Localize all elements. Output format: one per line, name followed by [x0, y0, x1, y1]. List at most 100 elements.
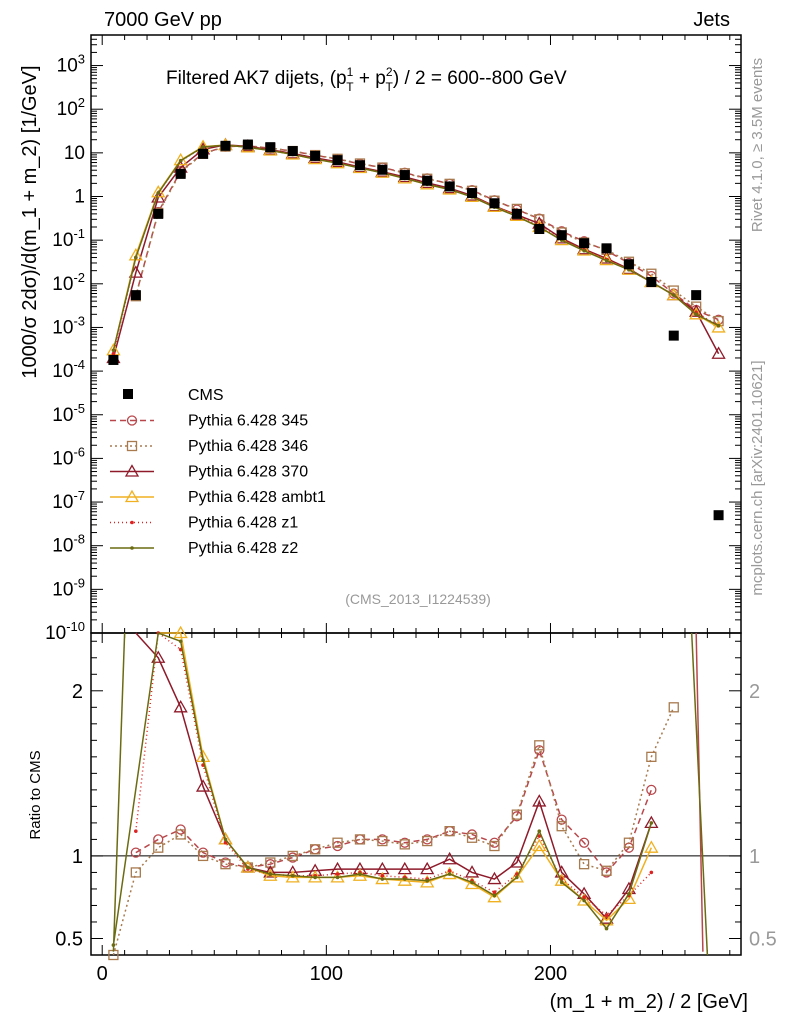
legend: CMS Pythia 6.428 345 Pythia 6.428 346 Pythi… [110, 387, 326, 557]
cms-point [646, 276, 657, 287]
y-tick-label: 10-1 [52, 226, 85, 251]
legend-label: Pythia 6.428 ambt1 [188, 489, 326, 506]
ratio-marker [175, 829, 186, 840]
ratio-marker [601, 865, 612, 876]
series-marker [582, 249, 586, 253]
series-marker [134, 255, 138, 260]
ratio-marker [646, 784, 657, 796]
cms-point [153, 208, 164, 219]
ratio-marker [537, 834, 542, 838]
ratio-line [135, 631, 652, 917]
watermark: (CMS_2013_I1224539) [345, 591, 491, 607]
series-marker [671, 293, 676, 297]
ratio-marker [578, 859, 590, 870]
legend-item-1: Pythia 6.428 346 [110, 438, 308, 455]
ratio-tick-label: 0.5 [55, 928, 83, 950]
cms-point [511, 208, 522, 219]
series-marker [178, 158, 183, 163]
series-marker [151, 184, 166, 198]
series-line [112, 144, 719, 354]
legend-label: Pythia 6.428 345 [188, 413, 308, 430]
ratio-marker [380, 877, 385, 881]
legend-marker [126, 415, 138, 426]
ratio-marker [130, 847, 141, 858]
cms-point [444, 181, 455, 192]
ratio-marker [290, 873, 295, 878]
ratio-marker [532, 838, 547, 852]
axes-layer: 0 100 20010310210110-110-210-310-410-510-6… [45, 34, 777, 985]
ratio-marker [268, 872, 273, 876]
ratio-marker [534, 740, 545, 751]
side-label-bottom: mcplots.cern.ch [arXiv:2401.10621] [749, 360, 766, 595]
title-part-3: ) / 2 = 600--800 GeV [393, 68, 567, 89]
ratio-marker [578, 837, 590, 848]
ratio-marker [223, 837, 228, 842]
cms-point [668, 330, 679, 341]
ratio-marker [466, 832, 478, 843]
cms-point [601, 243, 612, 254]
cms-point [579, 238, 590, 249]
title-part-1: Filtered AK7 dijets, (p [166, 68, 347, 89]
ratio-marker [335, 875, 340, 880]
legend-label: CMS [188, 387, 224, 404]
ratio-marker [487, 889, 502, 903]
ratio-marker [420, 861, 435, 875]
y-tick-label: 10-10 [45, 619, 85, 644]
ratio-marker [287, 850, 298, 862]
x-tick-label: 200 [534, 963, 567, 985]
ratio-tick-label: 1 [72, 846, 83, 868]
series-marker [201, 145, 205, 149]
ratio-marker [442, 851, 457, 865]
ratio-marker [627, 892, 631, 896]
x-axis-label: (m_1 + m_2) / 2 [GeV] [550, 991, 748, 1013]
curves-layer [106, 137, 726, 961]
ratio-spike [112, 632, 126, 952]
cms-point [198, 148, 209, 159]
cms-point [556, 230, 567, 241]
cms-point [287, 146, 298, 157]
cms-point [332, 155, 343, 166]
cms-point [310, 150, 321, 161]
y-tick-label: 102 [57, 95, 85, 120]
ratio-marker [220, 859, 231, 870]
legend-label: Pythia 6.428 z2 [188, 540, 298, 557]
cms-point [713, 510, 724, 521]
cms-point [399, 170, 410, 181]
ratio-line [135, 632, 653, 920]
ratio-marker [559, 880, 564, 885]
y-tick-label: 10-3 [52, 313, 85, 338]
legend-item-2: Pythia 6.428 370 [110, 464, 308, 481]
ratio-marker [447, 872, 452, 876]
header-right: Jets [693, 9, 730, 31]
ratio-tick-label: 2 [749, 681, 760, 703]
ratio-marker [332, 837, 343, 848]
ratio-marker [153, 842, 164, 853]
ratio-marker [489, 840, 500, 852]
ratio-line [112, 706, 675, 956]
x-tick-label: 0 [97, 963, 108, 985]
ratio-marker [447, 868, 452, 873]
y-tick-label: 10-7 [52, 488, 85, 513]
legend-label: Pythia 6.428 346 [188, 438, 308, 455]
ratio-marker [444, 826, 455, 837]
ratio-marker [644, 840, 659, 853]
ratio-marker [173, 699, 188, 713]
ratio-marker [554, 873, 569, 886]
ratio-marker [644, 815, 659, 829]
series-marker [111, 348, 116, 353]
legend-item-3: Pythia 6.428 ambt1 [110, 489, 326, 506]
cms-point [130, 290, 141, 301]
ratio-marker [173, 625, 188, 639]
cms-point [108, 354, 119, 365]
series-line [135, 145, 719, 322]
ratio-marker [380, 873, 385, 878]
y-tick-label: 10-6 [52, 444, 85, 469]
ratio-marker [532, 794, 547, 807]
cms-point [489, 198, 500, 209]
legend-item-5: Pythia 6.428 z2 [110, 540, 298, 557]
title-sup-1: 1 [347, 65, 354, 79]
chart-title: Filtered AK7 dijets, (p1 T + p2 T) / 2 = 6… [166, 65, 567, 94]
header-left: 7000 GeV pp [104, 9, 222, 31]
ratio-marker [492, 890, 497, 895]
ratio-marker [511, 809, 523, 820]
